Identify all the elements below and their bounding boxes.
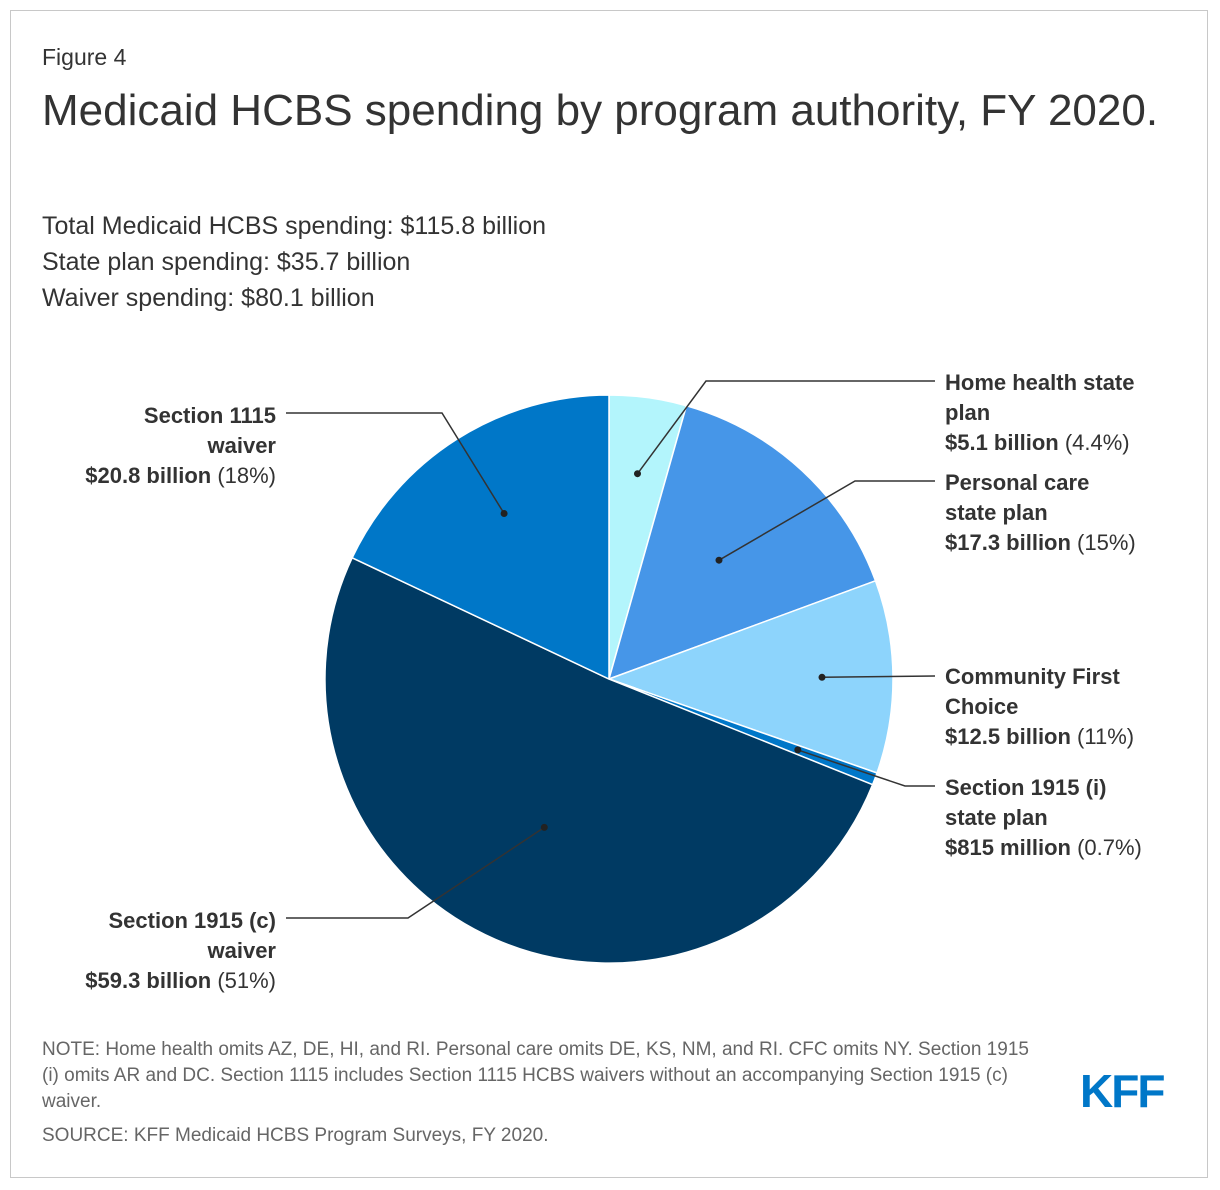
slice-label-value: $59.3 billion (51%): [85, 968, 276, 993]
slice-label-value: $20.8 billion (18%): [85, 463, 276, 488]
slice-amount: $5.1 billion: [945, 430, 1059, 455]
leader-line-home-health: [636, 380, 935, 475]
leader-dot-section-1915c: [540, 823, 548, 831]
chart-source: SOURCE: KFF Medicaid HCBS Program Survey…: [42, 1125, 549, 1146]
pie-slice-section-1115: [351, 394, 610, 681]
kff-logo: KFF: [1080, 1065, 1165, 1117]
slice-percent: (11%): [1071, 724, 1134, 749]
slice-label-value: $5.1 billion (4.4%): [945, 430, 1130, 455]
pie-slice-section-1915c: [324, 556, 874, 964]
slice-percent: (4.4%): [1059, 430, 1130, 455]
slice-label-value: $17.3 billion (15%): [945, 530, 1136, 555]
leader-dot-section-1115: [500, 510, 508, 517]
slice-label-name: Community First: [945, 664, 1120, 689]
leader-line-section-1115: [286, 412, 505, 514]
subtitle-total: Total Medicaid HCBS spending: $115.8 bil…: [42, 212, 547, 240]
leader-dot-community-first-choice: [818, 673, 826, 681]
slice-label-name: Personal care: [945, 470, 1089, 495]
slice-label-section-1915c: Section 1915 (c) waiver $59.3 billion (51%…: [85, 908, 276, 993]
slice-percent: (15%): [1071, 530, 1136, 555]
slice-label-name: waiver: [207, 433, 277, 458]
slice-label-section-1115: Section 1115 waiver $20.8 billion (18%): [85, 403, 276, 488]
slice-label-section-1915i: Section 1915 (i) state plan $815 million (…: [945, 775, 1142, 860]
subtitle-state-plan: State plan spending: $35.7 billion: [42, 248, 411, 276]
slice-label-name: Section 1115: [144, 403, 276, 428]
leader-dot-personal-care: [715, 556, 723, 564]
leader-line-section-1915c: [286, 826, 545, 919]
slice-amount: $59.3 billion: [85, 968, 211, 993]
chart-note: NOTE: Home health omits AZ, DE, HI, and …: [42, 1039, 1029, 1112]
pie-chart: Home health state plan $5.1 billion (4.4%)…: [85, 370, 1142, 993]
slice-percent: (0.7%): [1071, 835, 1142, 860]
leader-line-personal-care: [718, 480, 935, 561]
slice-label-name: plan: [945, 400, 990, 425]
slice-label-value: $815 million (0.7%): [945, 835, 1142, 860]
slice-label-value: $12.5 billion (11%): [945, 724, 1134, 749]
slice-amount: $20.8 billion: [85, 463, 211, 488]
slice-label-name: Home health state: [945, 370, 1135, 395]
slice-amount: $12.5 billion: [945, 724, 1071, 749]
slice-label-name: Section 1915 (c): [108, 908, 276, 933]
slice-label-name: Choice: [945, 694, 1018, 719]
slice-label-name: Section 1915 (i): [945, 775, 1106, 800]
figure-label: Figure 4: [42, 44, 127, 70]
subtitle-waiver: Waiver spending: $80.1 billion: [42, 284, 375, 312]
leader-dot-section-1915i: [794, 746, 802, 754]
pie-slice-personal-care: [607, 404, 877, 681]
slice-label-name: state plan: [945, 805, 1048, 830]
chart-title: Medicaid HCBS spending by program author…: [42, 86, 1159, 135]
slice-percent: (18%): [211, 463, 276, 488]
leader-line-section-1915i: [797, 749, 935, 787]
slice-amount: $815 million: [945, 835, 1071, 860]
slice-label-home-health: Home health state plan $5.1 billion (4.4%): [945, 370, 1135, 455]
slice-label-community-first-choice: Community First Choice $12.5 billion (11%): [945, 664, 1134, 749]
slice-amount: $17.3 billion: [945, 530, 1071, 555]
slice-label-name: state plan: [945, 500, 1048, 525]
slice-label-name: waiver: [207, 938, 277, 963]
slice-percent: (51%): [211, 968, 276, 993]
leader-line-community-first-choice: [821, 675, 936, 679]
slice-label-personal-care: Personal care state plan $17.3 billion (15…: [945, 470, 1136, 555]
leader-dot-home-health: [634, 470, 641, 478]
